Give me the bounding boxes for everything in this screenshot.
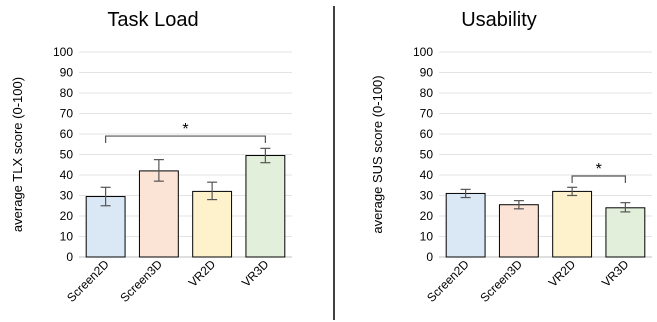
chart-1: Task Load 0 10 20 30 40 50 60 70 80 90 100 average T… [10, 9, 292, 305]
y-tick-label: 70 [60, 107, 74, 121]
y-tick-label: 40 [420, 168, 434, 182]
y-tick-label: 30 [420, 189, 434, 203]
significance-label: * [182, 121, 188, 138]
y-tick-label: 0 [66, 250, 73, 264]
bar-vr3d [605, 207, 646, 258]
bar-vr2d [192, 190, 233, 258]
y-tick-label: 70 [420, 107, 434, 121]
chart-title: Usability [461, 9, 537, 31]
chart-title: Task Load [107, 9, 198, 31]
y-axis-label: average SUS score (0-100) [370, 75, 385, 233]
bar-screen2d [85, 196, 126, 258]
significance-bracket [571, 175, 626, 184]
y-tick-label: 100 [413, 45, 433, 59]
y-tick-label: 20 [60, 209, 74, 223]
significance-bracket [105, 135, 266, 144]
y-tick-label: 60 [60, 127, 74, 141]
y-tick-label: 40 [60, 168, 74, 182]
x-tick-label: VR2D [186, 257, 219, 290]
y-tick-label: 50 [420, 148, 434, 162]
y-tick-label: 10 [420, 230, 434, 244]
y-tick-label: 0 [426, 250, 433, 264]
x-tick-label: Screen2D [64, 257, 112, 305]
x-tick-label: VR2D [546, 257, 579, 290]
y-tick-label: 100 [53, 45, 73, 59]
y-tick-label: 10 [60, 230, 74, 244]
significance-label: * [596, 161, 602, 178]
x-tick-label: Screen3D [477, 257, 525, 305]
x-tick-label: Screen3D [117, 257, 165, 305]
bar-vr2d [552, 190, 593, 258]
bar-screen3d [498, 204, 539, 258]
y-tick-label: 50 [60, 148, 74, 162]
y-tick-label: 80 [60, 86, 74, 100]
y-tick-label: 90 [420, 66, 434, 80]
bar-screen3d [138, 170, 179, 258]
bar-screen2d [445, 192, 486, 258]
bar-vr3d [245, 155, 286, 258]
y-axis-label: average TLX score (0-100) [10, 77, 25, 232]
y-tick-label: 90 [60, 66, 74, 80]
y-tick-label: 80 [420, 86, 434, 100]
y-tick-label: 60 [420, 127, 434, 141]
x-tick-label: VR3D [599, 257, 632, 290]
y-tick-label: 20 [420, 209, 434, 223]
x-tick-label: VR3D [239, 257, 272, 290]
chart-2: Usability 0 10 20 30 40 50 60 70 80 90 100 average S… [370, 9, 652, 305]
x-tick-label: Screen2D [424, 257, 472, 305]
y-tick-label: 30 [60, 189, 74, 203]
